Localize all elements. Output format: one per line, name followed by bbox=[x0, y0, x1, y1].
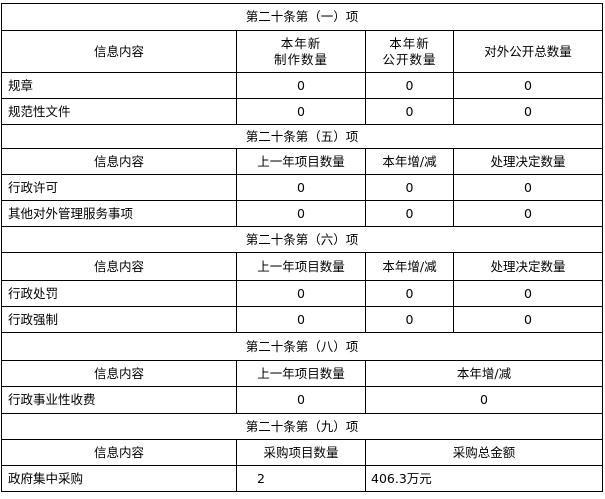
section-title: 第二十条第（五）项 bbox=[0, 124, 604, 149]
header-cell: 上一年项目数量 bbox=[236, 148, 366, 175]
header-row: 信息内容 上一年项目数量 本年增/减 处理决定数量 bbox=[1, 252, 604, 281]
section-title: 第二十条第（八）项 bbox=[0, 332, 604, 361]
cell: 0 bbox=[236, 306, 366, 333]
table-row: 政府集中采购 2 406.3万元 bbox=[1, 465, 604, 492]
disclosure-table: 第二十条第（一）项 信息内容 本年新 制作数量 本年新 公开数量 对外公开总数量 规… bbox=[0, 3, 604, 492]
table-row: 规范性文件 0 0 0 bbox=[1, 98, 604, 125]
section-title: 第二十条第（一）项 bbox=[0, 3, 604, 31]
cell: 0 bbox=[365, 98, 454, 125]
cell: 0 bbox=[364, 386, 604, 414]
section-title-row: 第二十条第（一）项 bbox=[0, 3, 604, 31]
header-cell: 处理决定数量 bbox=[452, 148, 604, 175]
header-line: 公开数量 bbox=[382, 51, 437, 67]
section-title: 第二十条第（六）项 bbox=[0, 226, 604, 253]
row-label: 行政许可 bbox=[1, 174, 237, 201]
cell: 0 bbox=[365, 306, 454, 333]
header-cell: 上一年项目数量 bbox=[236, 360, 366, 387]
header-cell: 信息内容 bbox=[1, 30, 237, 73]
header-cell: 本年增/减 bbox=[365, 252, 454, 281]
header-cell: 采购项目数量 bbox=[236, 439, 366, 466]
row-label: 行政强制 bbox=[1, 306, 237, 333]
cell: 0 bbox=[452, 174, 604, 201]
cell: 0 bbox=[452, 98, 604, 125]
cell: 406.3万元 bbox=[364, 465, 604, 492]
cell: 0 bbox=[365, 200, 454, 227]
section-title: 第二十条第（九）项 bbox=[0, 413, 604, 440]
cell: 0 bbox=[236, 174, 366, 201]
header-cell: 信息内容 bbox=[1, 252, 237, 281]
header-cell: 对外公开总数量 bbox=[452, 30, 604, 73]
row-label: 政府集中采购 bbox=[1, 465, 237, 492]
cell: 0 bbox=[236, 386, 366, 414]
table-row: 行政强制 0 0 0 bbox=[1, 306, 604, 333]
section-title-row: 第二十条第（五）项 bbox=[0, 124, 604, 149]
section-title-row: 第二十条第（八）项 bbox=[0, 332, 604, 361]
header-cell: 信息内容 bbox=[1, 360, 237, 387]
header-cell: 采购总金额 bbox=[364, 439, 604, 466]
header-row: 信息内容 采购项目数量 采购总金额 bbox=[1, 439, 604, 466]
header-line: 本年新 bbox=[389, 35, 430, 51]
header-cell: 信息内容 bbox=[1, 148, 237, 175]
header-row: 信息内容 上一年项目数量 本年增/减 处理决定数量 bbox=[1, 148, 604, 175]
header-row: 信息内容 上一年项目数量 本年增/减 bbox=[1, 360, 604, 387]
header-cell: 上一年项目数量 bbox=[236, 252, 366, 281]
table-row: 行政处罚 0 0 0 bbox=[1, 280, 604, 307]
cell: 0 bbox=[452, 306, 604, 333]
cell: 0 bbox=[452, 200, 604, 227]
table-row: 其他对外管理服务事项 0 0 0 bbox=[1, 200, 604, 227]
row-label: 其他对外管理服务事项 bbox=[1, 200, 237, 227]
table-row: 行政事业性收费 0 0 bbox=[1, 386, 604, 414]
header-line: 制作数量 bbox=[273, 51, 328, 67]
section-title-row: 第二十条第（九）项 bbox=[0, 413, 604, 440]
cell: 0 bbox=[452, 280, 604, 307]
header-line: 本年新 bbox=[280, 35, 322, 51]
header-cell: 本年新 制作数量 bbox=[236, 30, 366, 73]
section-title-row: 第二十条第（六）项 bbox=[0, 226, 604, 253]
header-cell: 本年增/减 bbox=[365, 148, 454, 175]
row-label: 行政事业性收费 bbox=[1, 386, 237, 414]
cell: 0 bbox=[365, 280, 454, 307]
row-label: 规范性文件 bbox=[1, 98, 237, 125]
table-row: 行政许可 0 0 0 bbox=[1, 174, 604, 201]
cell: 0 bbox=[236, 72, 366, 99]
header-row: 信息内容 本年新 制作数量 本年新 公开数量 对外公开总数量 bbox=[1, 30, 604, 73]
header-cell: 本年增/减 bbox=[364, 360, 604, 387]
cell: 0 bbox=[365, 174, 454, 201]
cell: 0 bbox=[365, 72, 454, 99]
cell: 2 bbox=[236, 465, 366, 492]
row-label: 规章 bbox=[1, 72, 237, 99]
cell: 0 bbox=[236, 200, 366, 227]
table-row: 规章 0 0 0 bbox=[1, 72, 604, 99]
cell: 0 bbox=[236, 98, 366, 125]
header-cell: 本年新 公开数量 bbox=[365, 30, 454, 73]
row-label: 行政处罚 bbox=[1, 280, 237, 307]
cell: 0 bbox=[452, 72, 604, 99]
header-cell: 信息内容 bbox=[1, 439, 237, 466]
header-cell: 处理决定数量 bbox=[452, 252, 604, 281]
cell: 0 bbox=[236, 280, 366, 307]
